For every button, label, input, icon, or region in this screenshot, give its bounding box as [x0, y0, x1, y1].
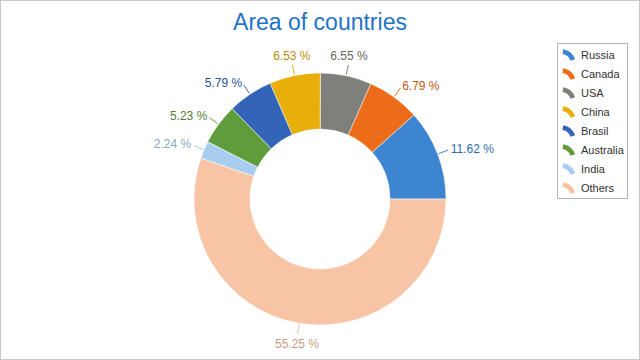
slice	[194, 158, 446, 325]
legend-label: Brasil	[581, 125, 609, 137]
leader-line	[346, 65, 348, 75]
legend-swatch	[562, 106, 575, 118]
legend-swatch	[562, 125, 575, 137]
title: Area of countries	[233, 9, 407, 35]
slices	[194, 73, 446, 325]
data-label: 6.53 %	[273, 49, 311, 63]
leader-line	[292, 65, 294, 75]
slice	[320, 73, 371, 135]
legend-swatch	[562, 144, 575, 156]
chart-border	[1, 1, 640, 360]
legend-swatch	[562, 49, 575, 61]
data-label: 11.62 %	[451, 142, 494, 156]
legend-box	[558, 44, 628, 199]
leader-line	[194, 146, 203, 150]
data-label: 5.79 %	[205, 76, 243, 90]
data-label: 6.55 %	[330, 49, 368, 63]
legend-swatch	[562, 68, 575, 80]
legend-label: India	[581, 163, 606, 175]
data-labels: 11.62 % 6.79 % 6.55 % 6.53 % 5.79 % 5.23 % 2.2…	[154, 49, 495, 351]
chart: Area of countries 11.62 % 6.79 % 6.55 % 6.53…	[0, 0, 640, 360]
data-label: 55.25 %	[275, 337, 319, 351]
leader-line	[298, 324, 300, 334]
leader-line	[244, 85, 250, 93]
leader-line	[395, 88, 401, 96]
legend-label: USA	[581, 87, 604, 99]
legend-label: Australia	[581, 144, 625, 156]
data-label: 5.23 %	[170, 109, 208, 123]
legend-label: Russia	[581, 49, 616, 61]
plot	[194, 73, 446, 325]
data-label: 2.24 %	[154, 137, 192, 151]
legend-swatch	[562, 87, 575, 99]
legend: Russia Canada USA China Brasil Australia India…	[558, 44, 628, 199]
legend-swatch	[562, 182, 575, 194]
legend-label: Others	[581, 182, 615, 194]
legend-swatch	[562, 163, 575, 175]
data-label: 6.79 %	[402, 79, 440, 93]
leader-line	[210, 118, 218, 124]
legend-label: Canada	[581, 68, 620, 80]
leader-line	[439, 150, 448, 154]
legend-label: China	[581, 106, 611, 118]
